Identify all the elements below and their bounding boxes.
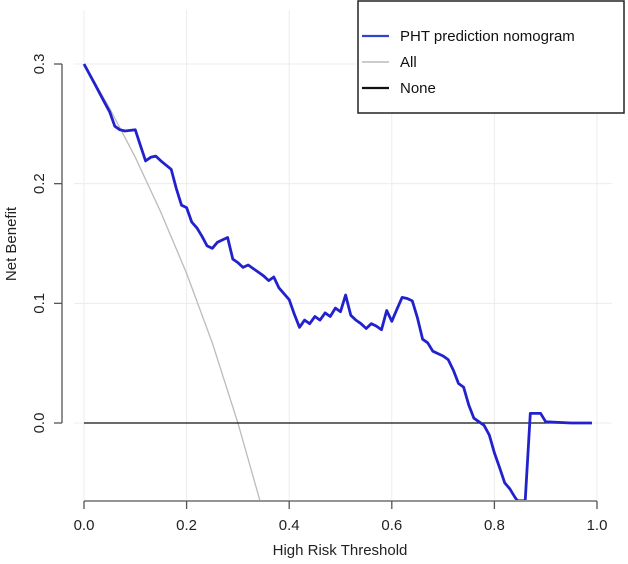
plot-series (82, 63, 592, 500)
legend: PHT prediction nomogram All None (357, 0, 625, 114)
x-tick-label: 0.8 (484, 517, 505, 534)
y-tick-label: 0.2 (31, 173, 48, 194)
series-all (83, 63, 261, 500)
x-tick-label: 0.0 (74, 517, 95, 534)
y-tick-label: 0.1 (31, 293, 48, 314)
x-tick-label: 0.4 (279, 517, 300, 534)
legend-label: PHT prediction nomogram (400, 28, 575, 45)
y-axis: 0.0 0.1 0.2 0.3 (31, 54, 63, 434)
x-tick-label: 1.0 (587, 517, 608, 534)
legend-label: All (400, 54, 417, 71)
y-tick-label: 0.3 (31, 54, 48, 75)
legend-item: PHT prediction nomogram (362, 28, 575, 45)
legend-box (357, 0, 625, 114)
x-tick-label: 0.2 (176, 517, 197, 534)
legend-label: None (400, 80, 436, 97)
y-tick-label: 0.0 (31, 413, 48, 434)
x-tick-label: 0.6 (381, 517, 402, 534)
y-axis-title: Net Benefit (3, 206, 20, 281)
x-axis-title: High Risk Threshold (273, 542, 408, 559)
legend-item: None (362, 80, 436, 97)
series-pht-nomogram (82, 63, 592, 500)
x-axis: 0.0 0.2 0.4 0.6 0.8 1.0 (74, 500, 608, 534)
legend-item: All (362, 54, 417, 71)
